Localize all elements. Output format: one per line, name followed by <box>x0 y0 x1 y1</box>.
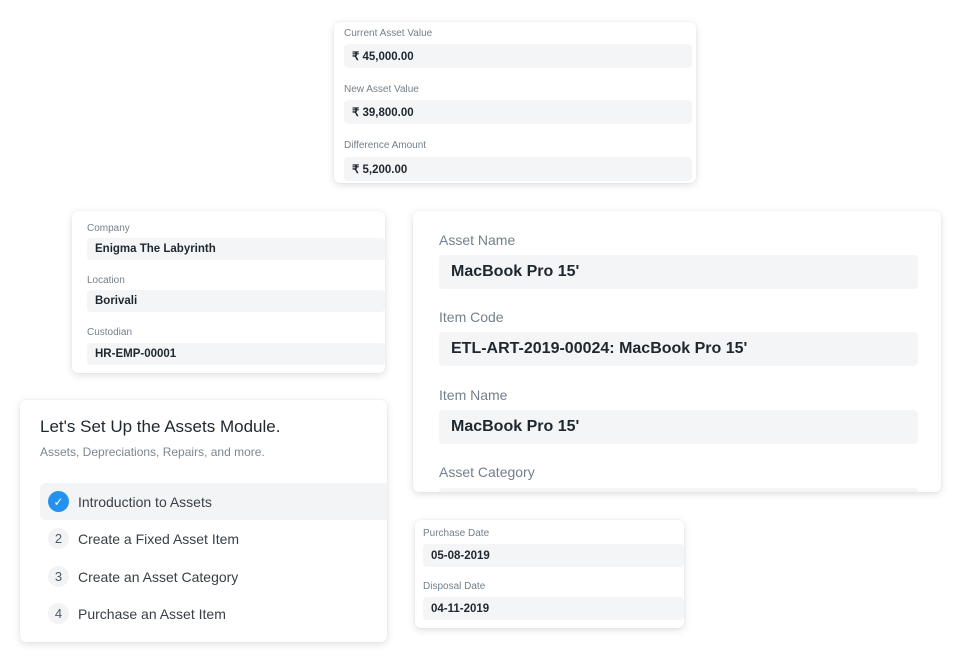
item-name-field[interactable]: MacBook Pro 15' <box>439 410 918 444</box>
dates-card: Purchase Date 05-08-2019 Disposal Date 0… <box>415 520 684 628</box>
company-field[interactable]: Enigma The Labyrinth <box>87 238 385 260</box>
location-field[interactable]: Borivali <box>87 290 385 312</box>
difference-amount-field[interactable]: ₹ 5,200.00 <box>344 157 692 181</box>
step-label: Create an Asset Category <box>78 568 239 585</box>
item-name-label: Item Name <box>439 387 508 403</box>
step-number: 2 <box>48 528 69 549</box>
item-code-field[interactable]: ETL-ART-2019-00024: MacBook Pro 15' <box>439 332 918 366</box>
check-icon: ✓ <box>48 491 69 512</box>
onboarding-card: Let's Set Up the Assets Module. Assets, … <box>20 400 387 642</box>
asset-details-card: Asset Name MacBook Pro 15' Item Code ETL… <box>413 211 941 492</box>
new-asset-value-field[interactable]: ₹ 39,800.00 <box>344 100 692 124</box>
step-label: Introduction to Assets <box>78 493 212 510</box>
asset-value-card: Current Asset Value ₹ 45,000.00 New Asse… <box>334 22 696 183</box>
ownership-card: Company Enigma The Labyrinth Location Bo… <box>72 211 385 373</box>
onboarding-title: Let's Set Up the Assets Module. <box>40 417 281 436</box>
asset-category-label: Asset Category <box>439 464 535 480</box>
location-label: Location <box>87 275 125 286</box>
step-create-asset-category[interactable]: 3 Create an Asset Category <box>40 558 387 595</box>
step-number: 4 <box>48 603 69 624</box>
disposal-date-field[interactable]: 04-11-2019 <box>423 597 684 620</box>
step-create-fixed-asset-item[interactable]: 2 Create a Fixed Asset Item <box>40 520 387 557</box>
purchase-date-label: Purchase Date <box>423 528 490 539</box>
custodian-label: Custodian <box>87 327 133 338</box>
item-code-label: Item Code <box>439 309 504 325</box>
disposal-date-label: Disposal Date <box>423 581 486 592</box>
current-asset-value-field[interactable]: ₹ 45,000.00 <box>344 44 692 68</box>
purchase-date-field[interactable]: 05-08-2019 <box>423 544 684 567</box>
step-purchase-asset-item[interactable]: 4 Purchase an Asset Item <box>40 595 387 632</box>
step-introduction-to-assets[interactable]: ✓ Introduction to Assets <box>40 483 387 520</box>
onboarding-subtitle: Assets, Depreciations, Repairs, and more… <box>40 445 265 459</box>
company-label: Company <box>87 223 130 234</box>
new-asset-value-label: New Asset Value <box>344 84 419 95</box>
step-label: Create a Fixed Asset Item <box>78 530 240 547</box>
custodian-field[interactable]: HR-EMP-00001 <box>87 343 385 365</box>
asset-category-field[interactable] <box>439 488 918 492</box>
current-asset-value-label: Current Asset Value <box>344 28 433 39</box>
step-label: Purchase an Asset Item <box>78 605 226 622</box>
asset-name-field[interactable]: MacBook Pro 15' <box>439 255 918 289</box>
step-number: 3 <box>48 566 69 587</box>
difference-amount-label: Difference Amount <box>344 140 427 151</box>
asset-name-label: Asset Name <box>439 232 516 248</box>
